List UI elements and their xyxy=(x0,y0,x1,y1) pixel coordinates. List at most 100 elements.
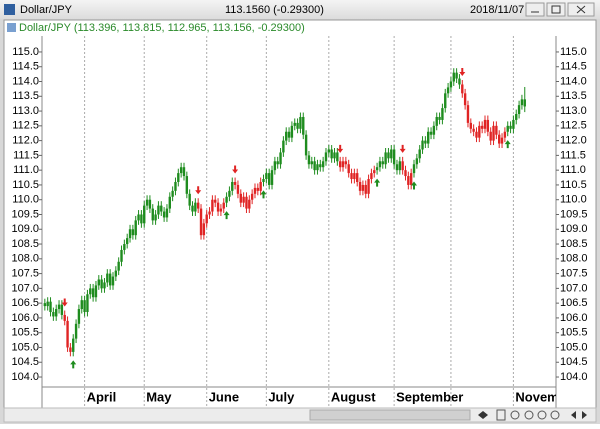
candle-body xyxy=(140,214,143,224)
candle-body xyxy=(307,155,311,165)
y2-tick-label: 113.0 xyxy=(560,105,587,117)
candle-body xyxy=(262,179,265,182)
minimize-button[interactable] xyxy=(525,2,545,17)
candle-body xyxy=(43,303,47,307)
candle-body xyxy=(401,161,404,171)
candle-body xyxy=(54,309,58,317)
candle-body xyxy=(91,288,95,298)
y-tick-label: 114.0 xyxy=(12,75,39,87)
y2-tick-label: 109.0 xyxy=(560,223,588,235)
buy-arrow xyxy=(260,190,267,199)
candle-body xyxy=(214,199,217,203)
zoom-out-button[interactable] xyxy=(524,410,534,420)
candle-body xyxy=(503,131,507,138)
candle-body xyxy=(321,161,325,168)
candle-body xyxy=(177,173,180,182)
candle-body xyxy=(233,181,237,185)
y2-tick-label: 114.0 xyxy=(560,75,587,87)
candle-body xyxy=(404,170,407,177)
candle-body xyxy=(412,164,416,174)
y2-tick-label: 112.5 xyxy=(560,120,587,132)
candle-body xyxy=(100,279,103,289)
y2-tick-label: 105.0 xyxy=(560,341,588,353)
y-tick-label: 110.0 xyxy=(12,194,39,206)
candle-body xyxy=(344,161,348,165)
candle-body xyxy=(350,173,353,180)
candle-body xyxy=(418,149,421,159)
legend-icon xyxy=(7,23,16,32)
y-tick-label: 108.0 xyxy=(11,253,39,265)
candle-body xyxy=(358,181,362,191)
candle-body xyxy=(259,181,262,191)
sell-arrow xyxy=(195,186,202,195)
candle-body xyxy=(120,249,123,262)
candle-body xyxy=(333,152,336,159)
candle-body xyxy=(60,304,64,315)
y-tick-label: 105.0 xyxy=(11,341,39,353)
candle-body xyxy=(375,167,379,171)
candle-body xyxy=(517,105,521,115)
maximize-icon xyxy=(551,5,561,14)
y2-tick-label: 108.5 xyxy=(560,238,588,250)
y-tick-label: 106.5 xyxy=(11,297,39,309)
page-arrows[interactable] xyxy=(571,411,587,419)
toolbar-button[interactable] xyxy=(496,409,506,421)
candle-body xyxy=(367,179,370,194)
candle-body xyxy=(361,184,365,191)
maximize-button[interactable] xyxy=(546,2,566,17)
candle-body xyxy=(148,199,152,209)
toolbar-button[interactable] xyxy=(510,410,520,420)
buy-arrow xyxy=(374,178,381,187)
candle-body xyxy=(415,158,419,165)
scroll-thumb[interactable] xyxy=(309,409,471,421)
scroll-arrows[interactable] xyxy=(478,411,488,419)
candle-body xyxy=(370,173,373,180)
x-tick-label: August xyxy=(331,389,376,404)
candle-body xyxy=(480,125,484,129)
candle-body xyxy=(356,173,359,182)
candle-body xyxy=(387,152,390,159)
candle-body xyxy=(520,99,524,106)
scroll-bar[interactable] xyxy=(3,407,597,423)
candle-body xyxy=(407,176,410,185)
close-icon xyxy=(576,5,586,14)
candle-body xyxy=(137,214,140,221)
toolbar-button[interactable] xyxy=(550,410,560,420)
candle-body xyxy=(409,173,413,185)
candle-body xyxy=(270,170,274,185)
candle-body xyxy=(205,214,208,224)
candle-body xyxy=(469,122,473,129)
last-quote: 113.1560 (-0.29300) xyxy=(225,4,324,16)
candle-body xyxy=(72,338,75,352)
candle-body xyxy=(478,125,481,138)
candle-body xyxy=(438,116,441,120)
candle-body xyxy=(392,149,396,165)
y-tick-label: 108.5 xyxy=(11,238,39,250)
plot: 104.0 104.0 104.5 104.5 105.0 105.0 105.5 105.5… xyxy=(11,36,588,408)
candle-body xyxy=(63,314,66,321)
candle-body xyxy=(347,164,350,174)
candle-body xyxy=(106,273,109,283)
zoom-in-button[interactable] xyxy=(537,410,547,420)
candle-body xyxy=(324,152,328,162)
y-tick-label: 111.5 xyxy=(13,149,39,161)
candle-body xyxy=(250,193,254,200)
y-tick-label: 104.5 xyxy=(11,356,39,368)
candle-body xyxy=(276,161,279,165)
candle-body xyxy=(231,181,234,191)
candle-body xyxy=(125,238,129,245)
candle-body xyxy=(222,202,225,209)
y-tick-label: 105.5 xyxy=(11,327,39,339)
candle-body xyxy=(395,164,399,171)
y-tick-label: 113.0 xyxy=(12,105,39,117)
y-tick-label: 113.5 xyxy=(12,90,39,102)
candle-body xyxy=(256,187,260,191)
candle-body xyxy=(523,99,526,107)
buy-arrow xyxy=(504,140,511,149)
legend-text: Dollar/JPY (113.396, 113.815, 112.965, 1… xyxy=(19,22,305,34)
candle-body xyxy=(143,205,146,224)
candle-body xyxy=(424,140,427,144)
candle-body xyxy=(191,205,194,212)
candle-body xyxy=(509,125,512,129)
y2-tick-label: 111.0 xyxy=(560,164,586,176)
